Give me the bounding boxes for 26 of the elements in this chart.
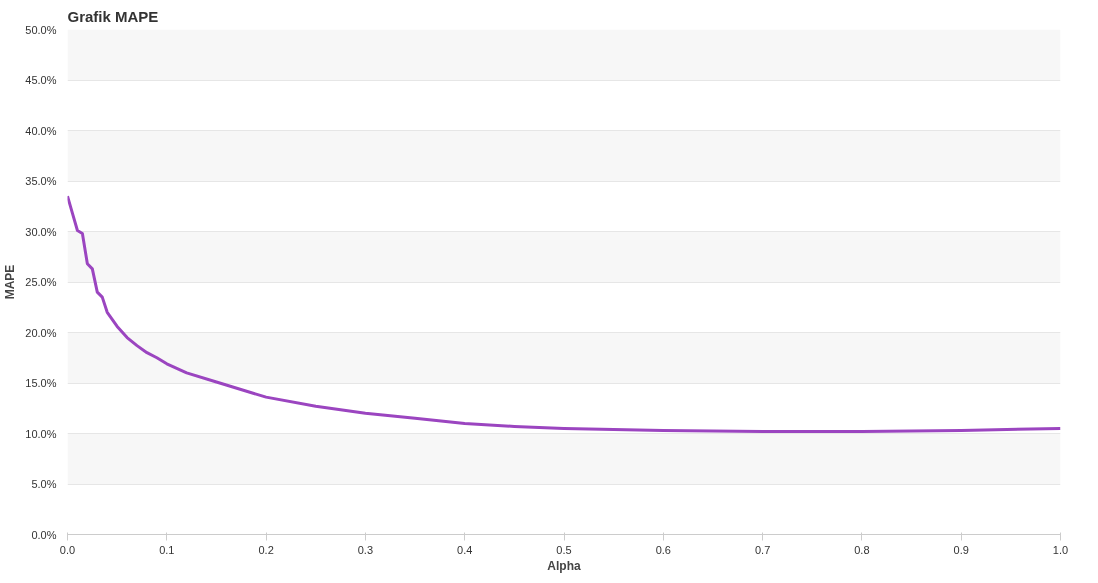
- x-tick-label: 0.6: [655, 543, 671, 556]
- y-tick-label: 0.0%: [31, 528, 57, 541]
- y-tick-label: 50.0%: [25, 23, 57, 36]
- x-tick-label: 1.0: [1052, 543, 1069, 556]
- x-tick-label: 0.0: [59, 543, 76, 556]
- x-tick-label: 0.2: [258, 543, 274, 556]
- y-tick-label: 20.0%: [25, 326, 57, 339]
- y-tick-label: 5.0%: [31, 478, 57, 490]
- y-tick-label: 45.0%: [25, 74, 57, 86]
- x-tick-label: 0.8: [854, 543, 870, 556]
- y-tick-label: 35.0%: [25, 175, 57, 187]
- y-tick-label: 10.0%: [25, 427, 57, 440]
- x-tick-label: 0.3: [357, 543, 374, 556]
- y-tick-label: 40.0%: [25, 124, 57, 137]
- line-series: [67, 194, 1061, 433]
- y-axis-title: MAPE: [3, 264, 18, 300]
- y-tick-label: 25.0%: [25, 276, 57, 288]
- chart-title: Grafik MAPE: [67, 7, 159, 25]
- x-tick-label: 0.1: [159, 543, 175, 556]
- y-tick-label: 30.0%: [25, 225, 57, 238]
- x-tick-label: 0.7: [754, 543, 771, 556]
- x-tick-label: 0.4: [457, 543, 473, 556]
- y-tick-label: 15.0%: [25, 377, 57, 389]
- x-axis-title: Alpha: [547, 558, 581, 573]
- x-tick-label: 0.5: [556, 543, 572, 556]
- x-tick-label: 0.9: [953, 543, 969, 556]
